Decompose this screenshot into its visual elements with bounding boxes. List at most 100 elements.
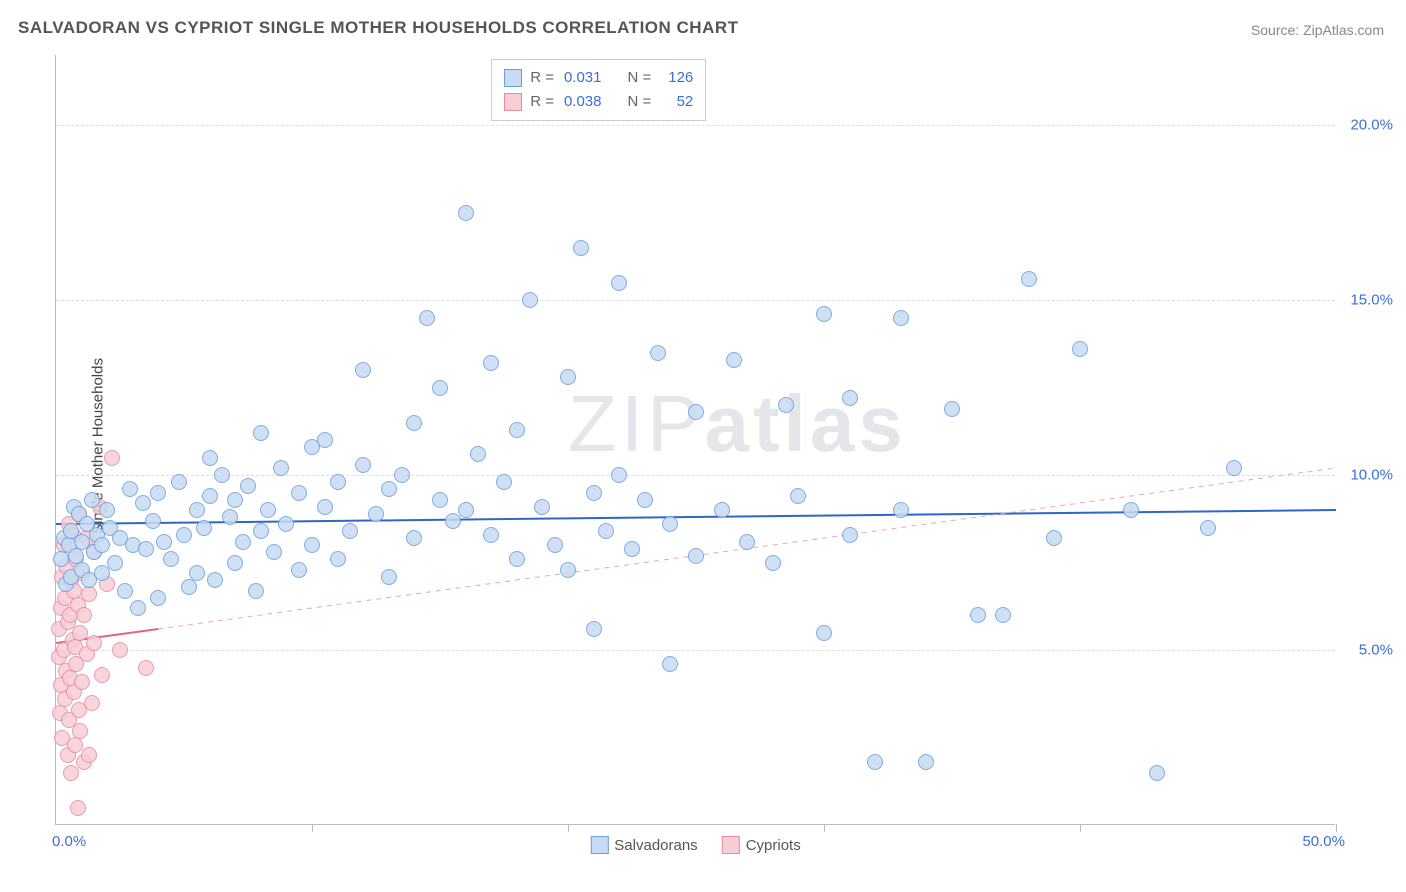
data-point [181, 579, 197, 595]
r-label: R = [530, 66, 554, 90]
data-point [107, 555, 123, 571]
data-point [483, 355, 499, 371]
data-point [726, 352, 742, 368]
data-point [893, 310, 909, 326]
data-point [253, 425, 269, 441]
gridline [56, 650, 1335, 651]
data-point [970, 607, 986, 623]
legend-item-salvadorans: Salvadorans [590, 836, 697, 854]
x-tick [1336, 824, 1337, 832]
data-point [522, 292, 538, 308]
data-point [1123, 502, 1139, 518]
data-point [117, 583, 133, 599]
data-point [94, 537, 110, 553]
data-point [342, 523, 358, 539]
legend-swatch [722, 836, 740, 854]
x-origin-label: 0.0% [52, 833, 86, 850]
chart-source: Source: ZipAtlas.com [1251, 22, 1384, 38]
trend-line [56, 510, 1336, 524]
data-point [202, 450, 218, 466]
data-point [381, 569, 397, 585]
data-point [842, 527, 858, 543]
data-point [156, 534, 172, 550]
data-point [138, 660, 154, 676]
series-swatch [504, 69, 522, 87]
data-point [150, 590, 166, 606]
gridline [56, 300, 1335, 301]
data-point [235, 534, 251, 550]
data-point [130, 600, 146, 616]
data-point [534, 499, 550, 515]
data-point [72, 723, 88, 739]
data-point [995, 607, 1011, 623]
data-point [368, 506, 384, 522]
stats-row: R =0.031N =126 [504, 66, 693, 90]
data-point [138, 541, 154, 557]
data-point [1072, 341, 1088, 357]
x-tick [312, 824, 313, 832]
data-point [611, 467, 627, 483]
legend-label: Salvadorans [614, 837, 697, 854]
data-point [688, 404, 704, 420]
data-point [381, 481, 397, 497]
data-point [560, 369, 576, 385]
r-value: 0.031 [564, 66, 602, 90]
x-tick [1080, 824, 1081, 832]
data-point [86, 635, 102, 651]
gridline [56, 475, 1335, 476]
series-swatch [504, 93, 522, 111]
data-point [458, 502, 474, 518]
data-point [662, 656, 678, 672]
data-point [624, 541, 640, 557]
data-point [470, 446, 486, 462]
data-point [317, 499, 333, 515]
r-label: R = [530, 90, 554, 114]
y-tick-label: 10.0% [1350, 467, 1393, 484]
data-point [122, 481, 138, 497]
data-point [76, 607, 92, 623]
data-point [227, 555, 243, 571]
data-point [867, 754, 883, 770]
data-point [765, 555, 781, 571]
data-point [778, 397, 794, 413]
data-point [84, 492, 100, 508]
data-point [81, 747, 97, 763]
n-label: N = [628, 90, 652, 114]
data-point [918, 754, 934, 770]
r-value: 0.038 [564, 90, 602, 114]
data-point [509, 422, 525, 438]
legend-swatch [590, 836, 608, 854]
data-point [662, 516, 678, 532]
data-point [291, 562, 307, 578]
data-point [714, 502, 730, 518]
data-point [458, 205, 474, 221]
data-point [189, 565, 205, 581]
data-point [253, 523, 269, 539]
data-point [240, 478, 256, 494]
data-point [171, 474, 187, 490]
data-point [70, 800, 86, 816]
data-point [74, 674, 90, 690]
data-point [145, 513, 161, 529]
data-point [202, 488, 218, 504]
data-point [248, 583, 264, 599]
data-point [650, 345, 666, 361]
trend-lines [56, 55, 1336, 825]
data-point [81, 586, 97, 602]
data-point [1226, 460, 1242, 476]
data-point [104, 450, 120, 466]
data-point [304, 537, 320, 553]
data-point [419, 310, 435, 326]
data-point [207, 572, 223, 588]
n-label: N = [628, 66, 652, 90]
data-point [893, 502, 909, 518]
data-point [1149, 765, 1165, 781]
data-point [598, 523, 614, 539]
data-point [483, 527, 499, 543]
data-point [406, 530, 422, 546]
data-point [330, 551, 346, 567]
chart-title: SALVADORAN VS CYPRIOT SINGLE MOTHER HOUS… [18, 18, 739, 38]
data-point [291, 485, 307, 501]
data-point [84, 695, 100, 711]
data-point [790, 488, 806, 504]
